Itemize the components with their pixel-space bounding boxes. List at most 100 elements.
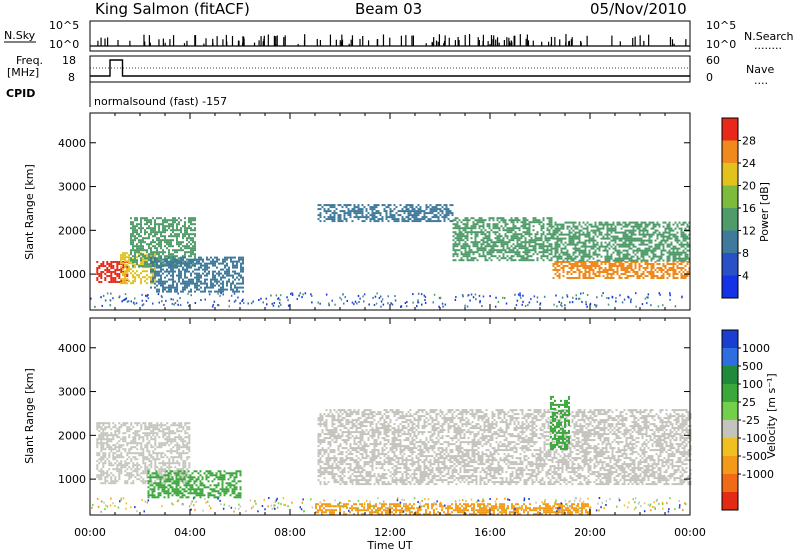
- heatmap-cell: [160, 233, 162, 236]
- heatmap-cell: [142, 438, 145, 441]
- heatmap-cell: [154, 272, 156, 275]
- heatmap-cell: [602, 269, 605, 271]
- heatmap-cell: [152, 438, 155, 441]
- heatmap-cell: [214, 260, 216, 263]
- heatmap-cell: [122, 254, 124, 257]
- heatmap-cell: [454, 259, 457, 262]
- heatmap-cell: [522, 245, 525, 248]
- heatmap-cell: [550, 251, 553, 254]
- heatmap-cell: [590, 223, 593, 226]
- heatmap-cell: [176, 428, 179, 431]
- heatmap-cell: [439, 220, 442, 223]
- heatmap-cell: [530, 255, 533, 258]
- heatmap-cell: [680, 245, 683, 248]
- heatmap-cell: [150, 253, 152, 256]
- noise-cell: [121, 300, 123, 303]
- heatmap-cell: [546, 249, 549, 252]
- heatmap-cell: [126, 480, 129, 483]
- heatmap-cell: [116, 468, 119, 471]
- heatmap-cell: [166, 274, 168, 277]
- heatmap-cell: [658, 225, 661, 228]
- heatmap-cell: [439, 214, 442, 217]
- heatmap-cell: [425, 204, 428, 207]
- heatmap-cell: [120, 269, 123, 271]
- heatmap-cell: [674, 245, 677, 248]
- noise-cell: [376, 292, 378, 295]
- heatmap-cell: [584, 245, 587, 248]
- noise-spike: [503, 40, 506, 46]
- heatmap-cell: [188, 227, 190, 230]
- heatmap-cell: [126, 472, 129, 475]
- heatmap-cell: [152, 424, 155, 427]
- heatmap-cell: [104, 279, 107, 281]
- heatmap-cell: [604, 255, 607, 258]
- heatmap-cell: [634, 271, 637, 273]
- heatmap-cell: [124, 266, 126, 269]
- heatmap-cell: [656, 243, 659, 246]
- heatmap-cell: [196, 288, 198, 291]
- heatmap-cell: [140, 265, 142, 268]
- heatmap-cell: [156, 272, 158, 275]
- heatmap-cell: [172, 438, 175, 441]
- heatmap-cell: [620, 267, 623, 269]
- heatmap-cell: [576, 255, 579, 258]
- heatmap-cell: [646, 261, 649, 263]
- heatmap-cell: [160, 474, 163, 477]
- heatmap-cell: [466, 243, 469, 246]
- heatmap-cell: [154, 241, 156, 244]
- heatmap-cell: [134, 272, 136, 275]
- heatmap-cell: [628, 257, 631, 260]
- heatmap-cell: [568, 231, 571, 234]
- heatmap-cell: [164, 478, 167, 481]
- heatmap-cell: [546, 239, 549, 242]
- heatmap-cell: [337, 218, 340, 221]
- heatmap-cell: [150, 276, 152, 279]
- heatmap-cell: [148, 424, 151, 427]
- heatmap-cell: [586, 235, 589, 238]
- heatmap-cell: [468, 255, 471, 258]
- heatmap-cell: [104, 452, 107, 455]
- heatmap-cell: [168, 434, 171, 437]
- heatmap-cell: [140, 262, 142, 265]
- heatmap-cell: [534, 221, 537, 224]
- heatmap-cell: [192, 263, 194, 266]
- heatmap-cell: [464, 225, 467, 228]
- heatmap-cell: [610, 235, 613, 238]
- heatmap-cell: [399, 204, 402, 207]
- heatmap-cell: [480, 255, 483, 258]
- heatmap-cell: [176, 450, 179, 453]
- heatmap-cell: [148, 243, 150, 246]
- heatmap-cell: [164, 464, 167, 467]
- heatmap-cell: [187, 496, 190, 499]
- heatmap-cell: [626, 245, 629, 248]
- heatmap-cell: [134, 231, 136, 234]
- heatmap-cell: [500, 217, 503, 220]
- heatmap-cell: [474, 223, 477, 226]
- heatmap-cell: [146, 466, 149, 469]
- heatmap-cell: [120, 464, 123, 467]
- heatmap-cell: [570, 221, 573, 224]
- heatmap-cell: [120, 466, 123, 469]
- heatmap-cell: [183, 488, 186, 491]
- heatmap-cell: [624, 269, 627, 271]
- heatmap-cell: [674, 221, 677, 224]
- heatmap-cell: [192, 217, 194, 220]
- heatmap-cell: [134, 227, 136, 230]
- heatmap-cell: [357, 218, 360, 221]
- noise-spike: [514, 35, 516, 46]
- heatmap-cell: [361, 216, 364, 219]
- heatmap-cell: [142, 227, 144, 230]
- heatmap-cell: [377, 212, 380, 215]
- heatmap-cell: [622, 255, 625, 258]
- heatmap-cell: [668, 243, 671, 246]
- heatmap-cell: [363, 206, 366, 209]
- heatmap-cell: [114, 426, 117, 429]
- heatmap-cell: [656, 277, 659, 279]
- heatmap-cell: [596, 275, 599, 277]
- heatmap-cell: [232, 274, 234, 277]
- heatmap-cell: [598, 271, 601, 273]
- heatmap-cell: [162, 456, 165, 459]
- heatmap-cell: [666, 231, 669, 234]
- heatmap-cell: [612, 271, 615, 273]
- heatmap-cell: [154, 256, 156, 259]
